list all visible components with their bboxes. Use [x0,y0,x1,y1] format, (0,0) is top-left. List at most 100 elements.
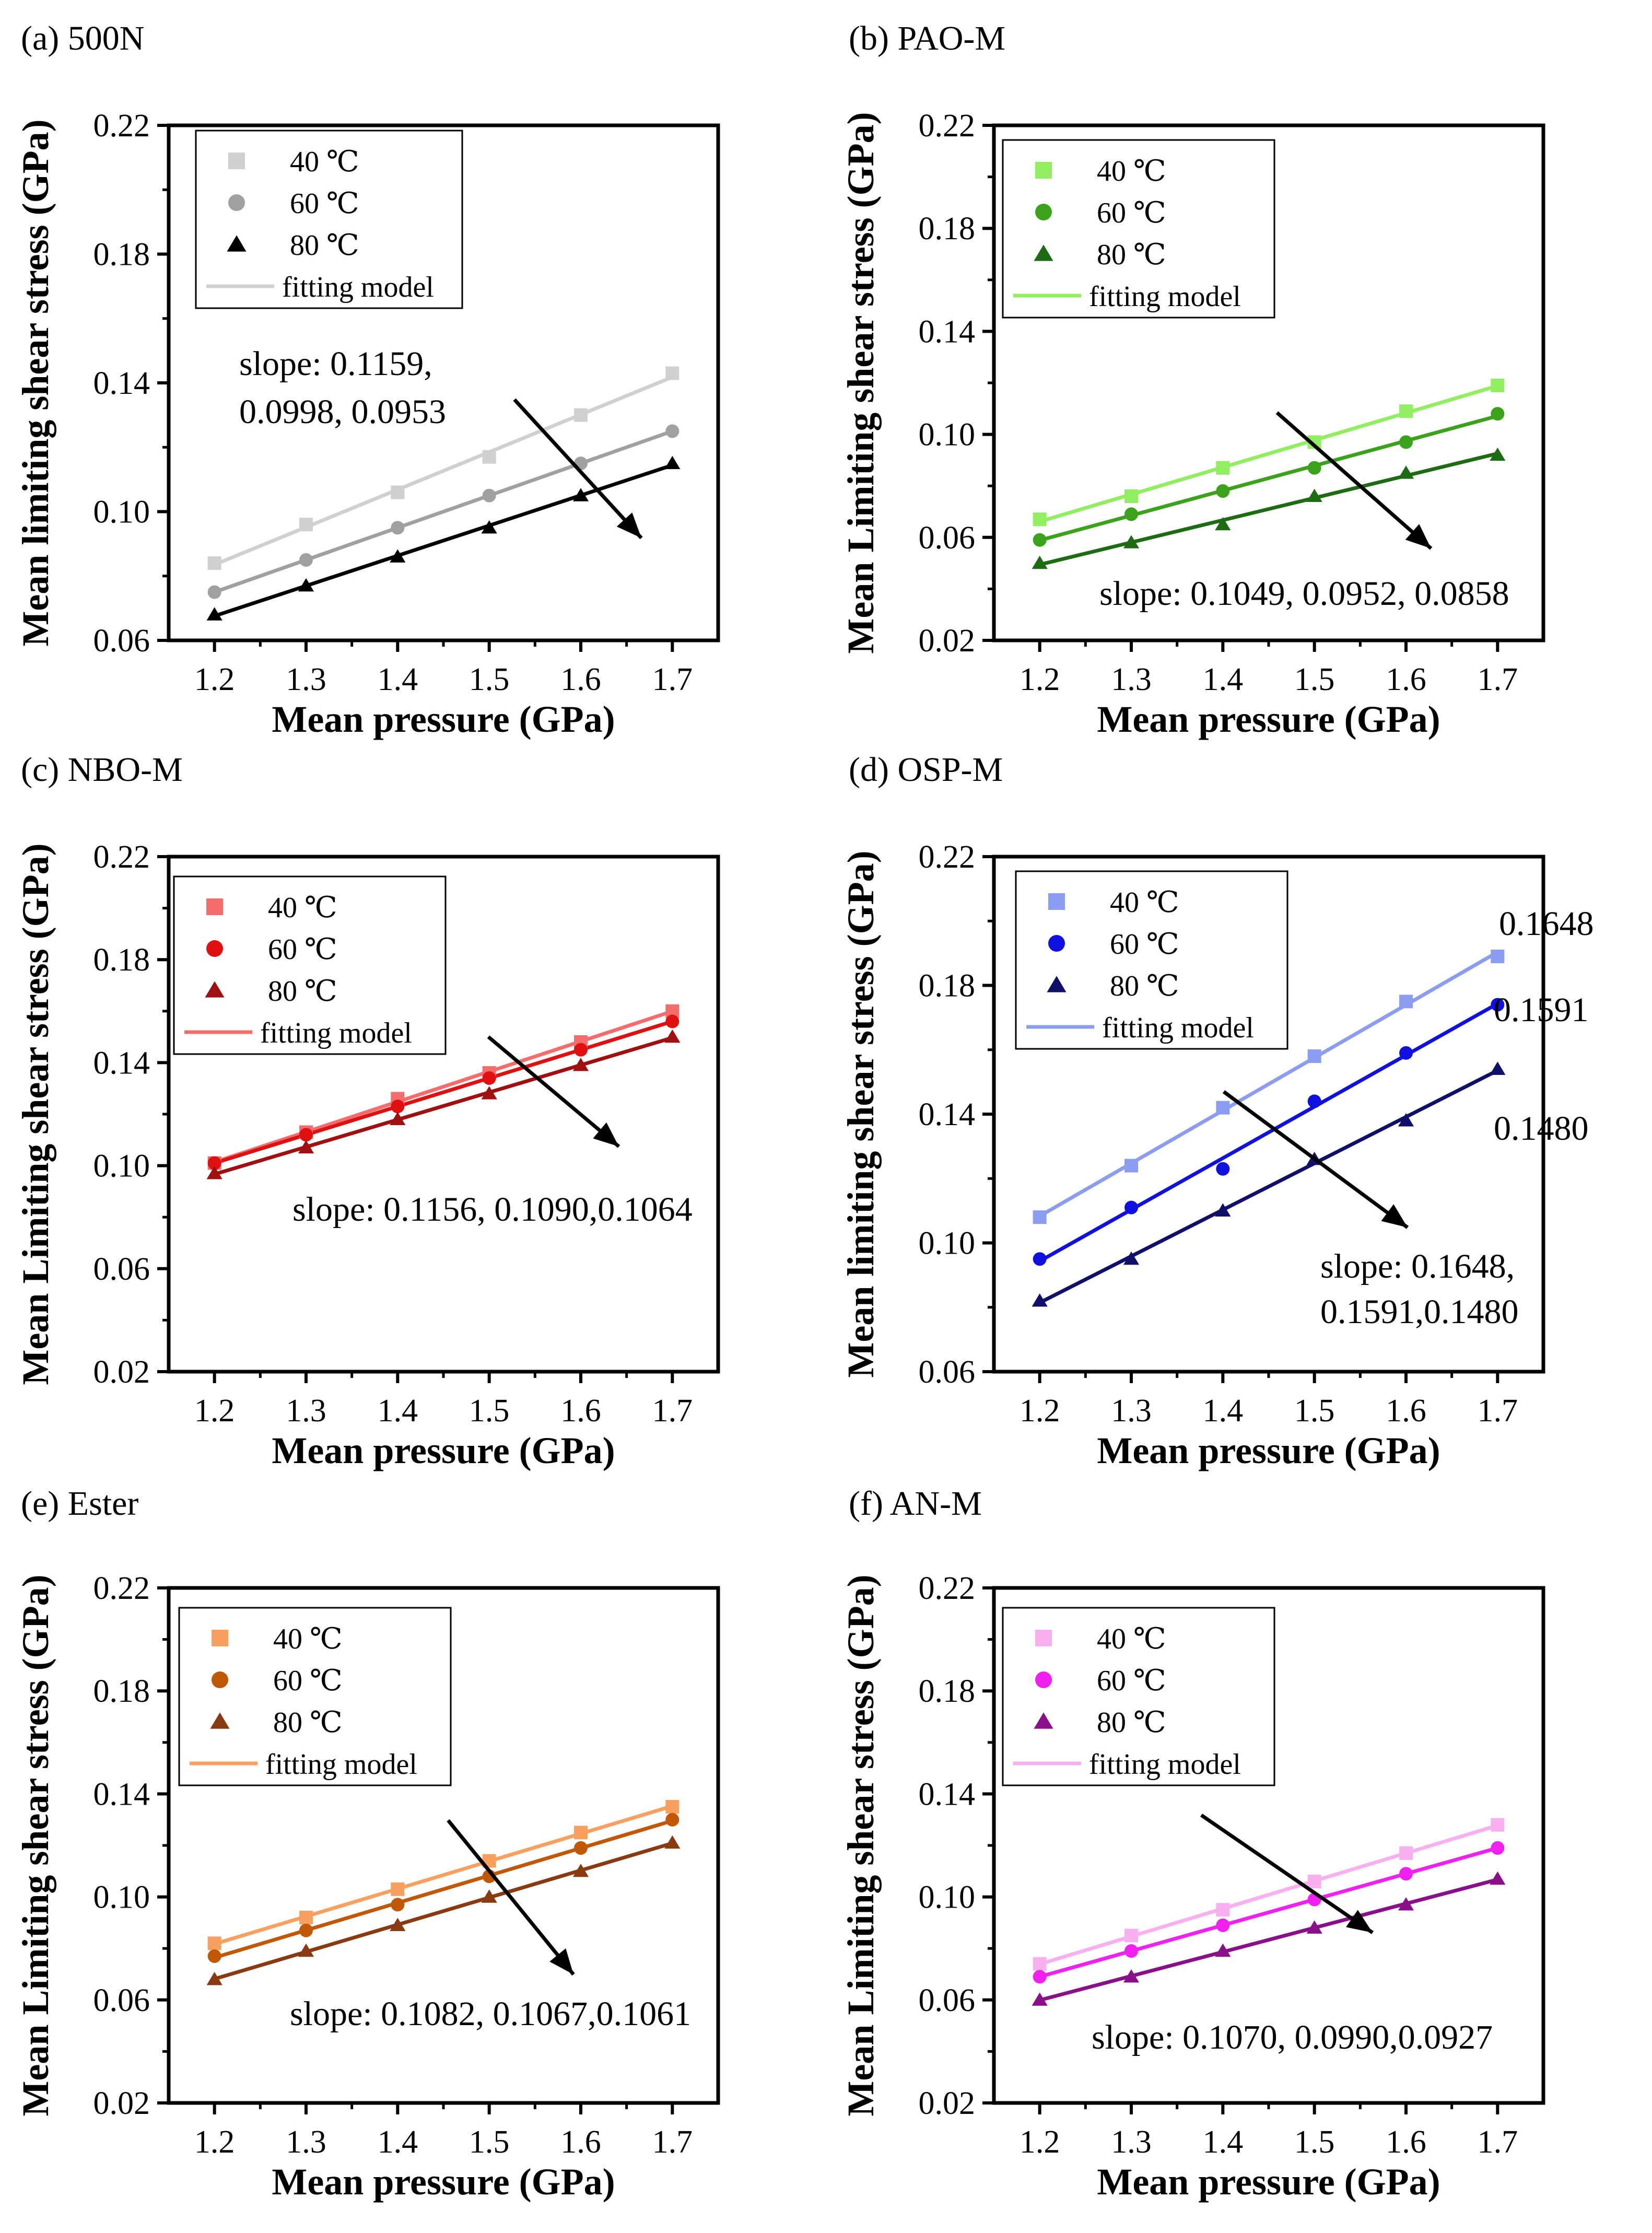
x-tick-label: 1.7 [1478,1393,1518,1429]
data-point-0 [1491,950,1505,964]
annotation-text: slope: 0.1648, [1320,1247,1515,1285]
fit-line-2 [1039,1877,1498,2002]
x-tick-label: 1.5 [1294,662,1335,697]
fit-line-0 [1039,384,1498,523]
data-point-1 [665,1014,679,1028]
legend-label-1: 60 ℃ [1097,197,1166,229]
legend-label-0: 40 ℃ [273,1623,343,1655]
annotation-text: 0.1480 [1494,1109,1589,1148]
data-point-2 [1306,488,1322,502]
x-tick-label: 1.7 [1478,662,1518,697]
annotation-arrowhead [1346,1910,1373,1933]
y-tick-label: 0.14 [93,366,150,401]
legend-label-1: 60 ℃ [273,1665,343,1697]
data-point-2 [1215,517,1231,531]
x-tick-label: 1.6 [560,2124,601,2160]
x-tick-label: 1.3 [286,2124,326,2160]
data-point-1 [665,1813,679,1827]
y-tick-label: 0.14 [919,314,976,349]
y-tick-label: 0.22 [93,1571,150,1606]
data-point-1 [1399,1046,1413,1060]
x-axis-title: Mean pressure (GPa) [272,698,615,740]
data-point-0 [574,408,588,422]
x-tick-label: 1.3 [286,1393,326,1429]
data-point-0 [1033,1957,1047,1971]
data-point-0 [1399,995,1413,1009]
data-point-2 [1306,1920,1322,1934]
legend-marker-1 [212,1671,228,1688]
annotation-arrowhead [616,512,641,538]
data-point-0 [1307,1875,1321,1889]
y-tick-label: 0.06 [919,1354,976,1390]
annotation-arrow [447,1819,575,1976]
x-tick-label: 1.2 [194,2124,235,2160]
legend-label-2: 80 ℃ [1097,1706,1166,1739]
annotation-text: slope: 0.1070, 0.0990,0.0927 [1092,2018,1493,2056]
y-tick-label: 0.02 [919,623,976,659]
annotation-arrow [1275,411,1433,550]
fit-line-2 [214,463,673,618]
fit-line-0 [1039,1823,1498,1966]
x-tick-label: 1.2 [1020,2124,1060,2160]
x-tick-label: 1.4 [1203,662,1244,697]
data-point-2 [1123,1251,1140,1265]
fit-line-0 [214,1009,673,1164]
fit-line-1 [1038,1002,1499,1263]
x-tick-label: 1.7 [1478,2124,1518,2160]
data-point-1 [391,521,405,535]
legend-label-2: 80 ℃ [268,975,337,1008]
legend-label-1: 60 ℃ [290,188,359,220]
data-point-2 [390,1112,406,1125]
data-point-1 [207,585,221,599]
data-point-0 [1307,1049,1321,1063]
data-point-1 [1216,1162,1230,1176]
data-point-1 [299,1923,313,1937]
data-point-1 [299,553,313,567]
annotation-arrow [1200,1814,1374,1934]
data-point-0 [391,1882,405,1896]
data-point-0 [299,1911,313,1925]
annotation-text: 0.1591,0.1480 [1320,1293,1519,1331]
legend-label-1: 60 ℃ [1110,928,1179,961]
panel-label: (d) OSP-M [849,751,1003,789]
fit-line-2 [1039,1069,1498,1305]
data-point-0 [391,485,405,499]
data-point-1 [1399,1867,1413,1881]
data-point-0 [665,366,679,380]
y-axis-title: Mean Limiting shear stress (GPa) [15,1574,56,2116]
data-point-2 [390,549,406,563]
y-tick-label: 0.06 [919,1983,976,2018]
data-point-0 [1216,461,1230,475]
legend-marker-1 [228,194,245,211]
y-tick-label: 0.18 [919,211,976,247]
legend-marker-0 [1035,162,1052,179]
legend-marker-0 [1035,1630,1052,1646]
chart-panel-0: (a) 500N 1.2 1.3 1.4 1.5 1.6 1.7 0.06 0.10 0.14 0.… [15,19,720,740]
x-tick-label: 1.4 [378,662,418,697]
annotation-arrow [487,1035,620,1148]
data-point-2 [390,1918,406,1931]
chart-panel-3: (d) OSP-M 1.2 1.3 1.4 1.5 1.6 1.7 0.06 0.10 0.14 0… [840,751,1594,1471]
data-point-0 [1399,404,1413,418]
x-tick-label: 1.7 [652,2124,693,2160]
annotation-text: 0.0998, 0.0953 [239,393,446,431]
annotation-text: slope: 0.1082, 0.1067,0.1061 [290,1995,691,2033]
y-tick-label: 0.18 [93,1674,150,1709]
y-tick-label: 0.06 [919,520,976,556]
y-tick-label: 0.10 [93,495,150,530]
data-point-2 [481,520,497,534]
y-tick-label: 0.06 [93,1983,150,2018]
y-tick-label: 0.18 [93,237,150,273]
legend-marker-0 [1048,893,1065,910]
annotation-text: 0.1591 [1494,991,1589,1029]
data-point-2 [664,455,681,470]
data-point-1 [1491,407,1505,421]
data-point-0 [1491,1818,1505,1832]
data-point-1 [1491,998,1505,1012]
data-point-2 [298,1140,314,1154]
y-axis-title: Mean Limiting shear stress (GPa) [840,112,882,653]
legend-marker-1 [1035,204,1052,220]
data-point-1 [207,1156,221,1170]
x-tick-label: 1.5 [469,662,510,697]
x-tick-label: 1.5 [1294,2124,1335,2160]
